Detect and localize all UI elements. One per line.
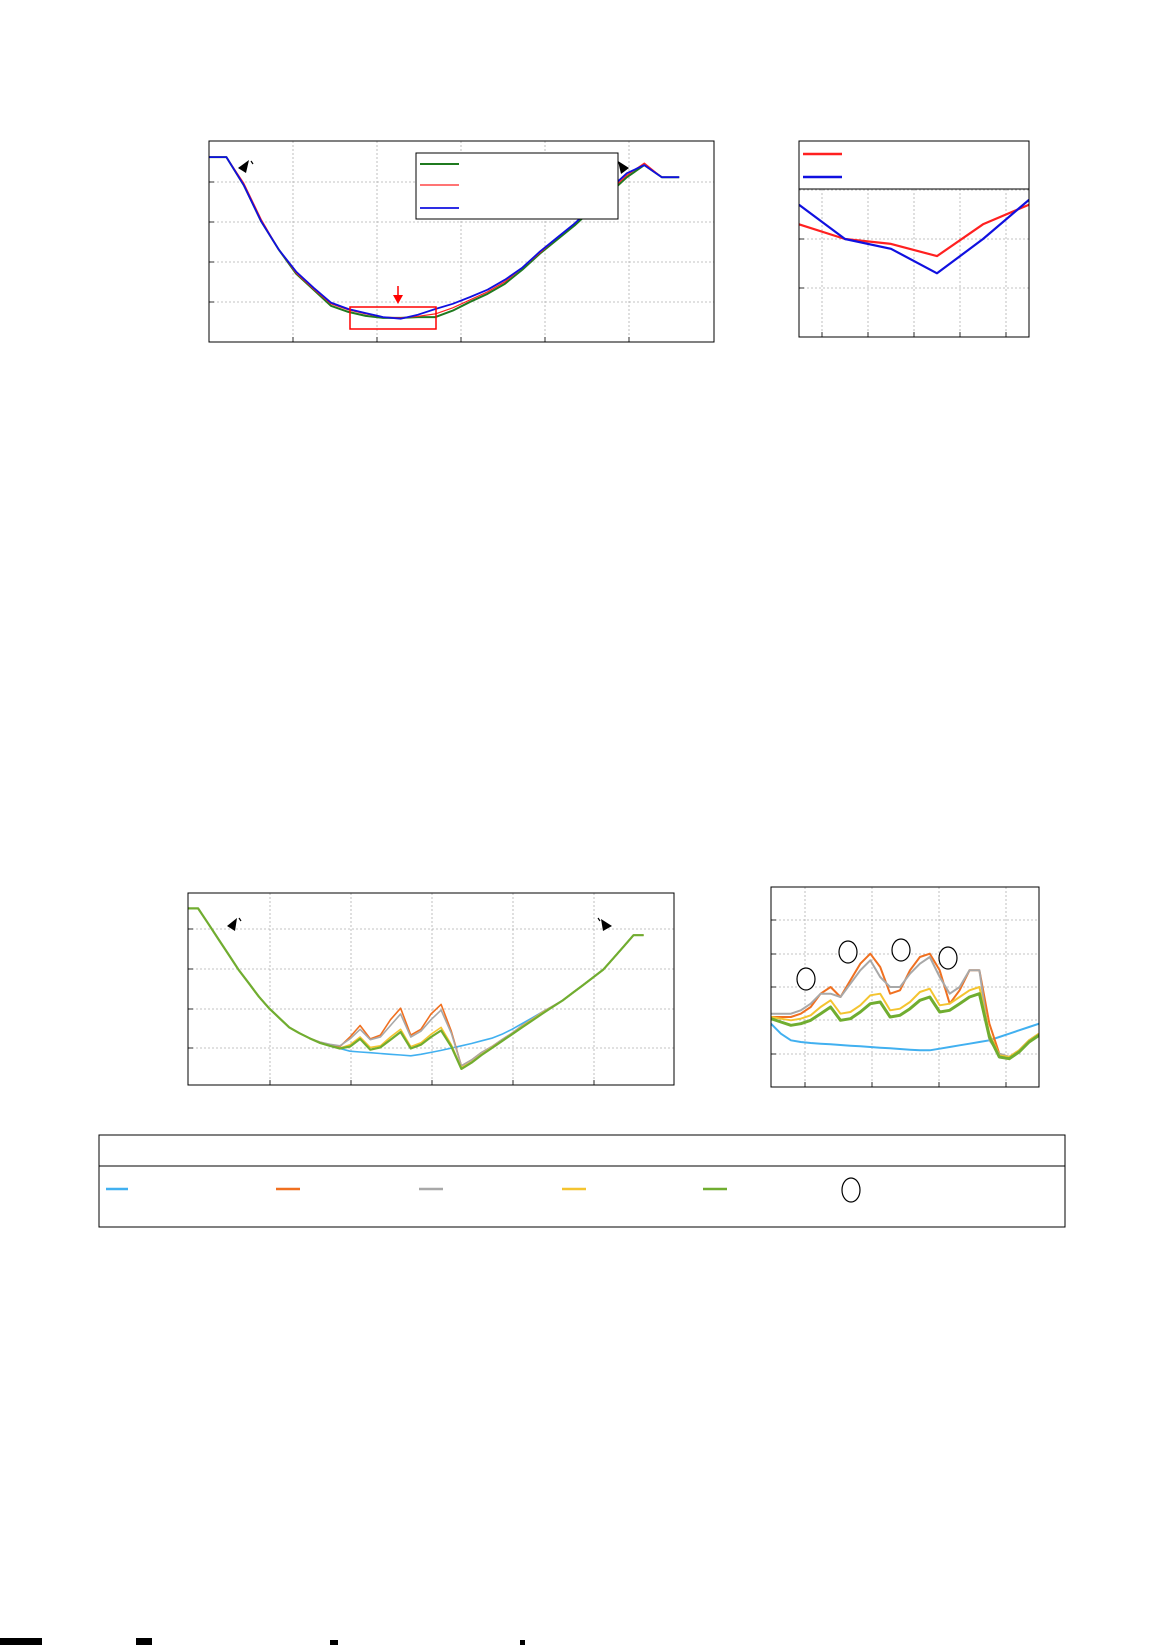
top-zoom-legend [798, 140, 1030, 190]
series-line-olive [188, 907, 644, 1071]
top-main-ticks [209, 181, 630, 342]
bottom-main-axes [187, 892, 675, 1086]
bottom-main-chart [187, 892, 675, 1086]
top-main-chart [208, 140, 715, 343]
marker-circle [796, 967, 816, 991]
arrow-left-icon [227, 917, 242, 931]
top-main-axes [208, 140, 715, 343]
marker-circle [838, 940, 858, 964]
bottom-legend-frame [98, 1134, 1066, 1228]
series-line-red [799, 203, 1029, 258]
arrow-right-icon [597, 917, 612, 931]
top-zoom-series-group [799, 198, 1029, 275]
top-zoom-chart [798, 140, 1030, 338]
marker-circle [891, 938, 911, 962]
series-line-blue [799, 198, 1029, 275]
bottom-legend [98, 1134, 1066, 1228]
zoom-region-box [349, 306, 437, 330]
series-line-light_blue [771, 1022, 1039, 1052]
bottom-main-ticks [188, 928, 595, 1085]
bottom-main-grid [188, 893, 674, 1085]
top-main-legend [415, 152, 619, 220]
footer-fragment [0, 1638, 525, 1645]
series-line-yellow [188, 907, 644, 1069]
bottom-main-series-group [188, 907, 644, 1071]
top-zoom-axes [798, 140, 1030, 338]
series-line-yellow [771, 986, 1039, 1058]
marker-circle [938, 946, 958, 970]
arrow-left-icon [238, 160, 254, 173]
series-line-olive [771, 992, 1039, 1061]
series-line-orange [188, 907, 644, 1067]
bottom-zoom-axes [770, 886, 1040, 1088]
series-line-gray [188, 907, 644, 1067]
bottom-zoom-chart [770, 886, 1040, 1088]
top-zoom-ticks [799, 238, 1007, 337]
bottom-zoom-ticks [771, 919, 1007, 1087]
zoom-arrow-icon [393, 286, 403, 304]
legend-marker-circle [841, 1177, 861, 1203]
bottom-zoom-series-group [771, 952, 1039, 1061]
